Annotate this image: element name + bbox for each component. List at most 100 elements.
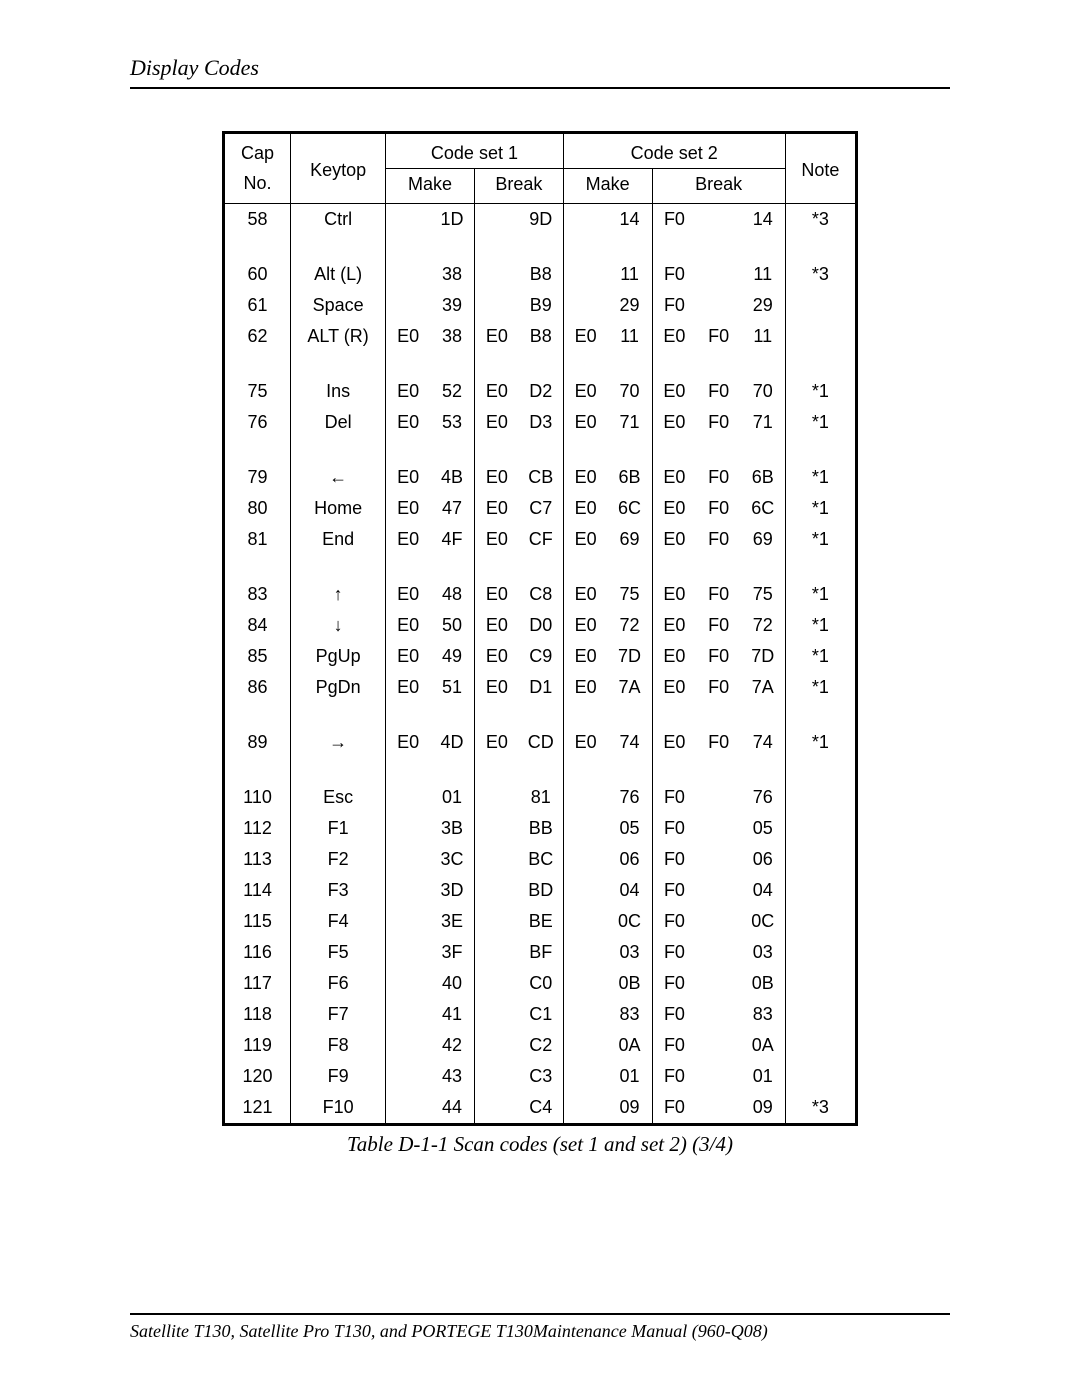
- cell: E0: [652, 407, 696, 438]
- cell: [430, 758, 474, 782]
- table-row: 75InsE052E0D2E070E0F070*1: [225, 376, 855, 407]
- cell: [696, 844, 740, 875]
- cell: [696, 875, 740, 906]
- cell: C4: [519, 1092, 563, 1123]
- cell: Del: [291, 407, 386, 438]
- cell: [696, 906, 740, 937]
- cell: [291, 703, 386, 727]
- cell: C7: [519, 493, 563, 524]
- cell: [386, 968, 430, 999]
- table-row: 86PgDnE051E0D1E07AE0F07A*1: [225, 672, 855, 703]
- cell: [563, 1061, 607, 1092]
- cell: [519, 555, 563, 579]
- cell: 3B: [430, 813, 474, 844]
- cell: E0: [474, 524, 518, 555]
- cell: 116: [225, 937, 291, 968]
- cell: 6C: [741, 493, 785, 524]
- table-row: 79←E04BE0CBE06BE0F06B*1: [225, 462, 855, 493]
- cell: D2: [519, 376, 563, 407]
- page-footer: Satellite T130, Satellite Pro T130, and …: [130, 1313, 950, 1342]
- cell: F0: [696, 321, 740, 352]
- table-row: 110Esc018176F076: [225, 782, 855, 813]
- cell: 0C: [608, 906, 652, 937]
- cell: 0A: [741, 1030, 785, 1061]
- table-row: 58Ctrl1D9D14F014*3: [225, 204, 855, 235]
- cell: End: [291, 524, 386, 555]
- cell: [291, 555, 386, 579]
- cell: D0: [519, 610, 563, 641]
- cell: *1: [785, 376, 855, 407]
- cell: [386, 875, 430, 906]
- cell: [696, 438, 740, 462]
- cell: Home: [291, 493, 386, 524]
- cell: 76: [608, 782, 652, 813]
- cell: 05: [608, 813, 652, 844]
- cell: ↓: [291, 610, 386, 641]
- cell: *1: [785, 407, 855, 438]
- cell: 113: [225, 844, 291, 875]
- cell: 06: [741, 844, 785, 875]
- cell: E0: [563, 407, 607, 438]
- cell: 14: [741, 204, 785, 235]
- cell: 4F: [430, 524, 474, 555]
- cell: [386, 813, 430, 844]
- cell: 04: [608, 875, 652, 906]
- cell: [741, 758, 785, 782]
- cell: 112: [225, 813, 291, 844]
- th-keytop: Keytop: [291, 134, 386, 204]
- cell: 81: [225, 524, 291, 555]
- cell: 6B: [741, 462, 785, 493]
- cell: F2: [291, 844, 386, 875]
- cell: E0: [386, 672, 430, 703]
- cell: E0: [563, 579, 607, 610]
- cell: [696, 352, 740, 376]
- cell: 11: [608, 259, 652, 290]
- cell: [652, 555, 696, 579]
- cell: 3E: [430, 906, 474, 937]
- spacer-row: [225, 352, 855, 376]
- cell: 01: [741, 1061, 785, 1092]
- cell: BE: [519, 906, 563, 937]
- cell: E0: [474, 579, 518, 610]
- cell: 58: [225, 204, 291, 235]
- cell: 72: [741, 610, 785, 641]
- cell: [696, 1092, 740, 1123]
- table-row: 115F43EBE0CF00C: [225, 906, 855, 937]
- cell: [652, 758, 696, 782]
- cell: F0: [696, 462, 740, 493]
- cell: F0: [696, 672, 740, 703]
- cell: Ins: [291, 376, 386, 407]
- cell: [519, 438, 563, 462]
- cell: [608, 758, 652, 782]
- cell: 86: [225, 672, 291, 703]
- cell: 83: [608, 999, 652, 1030]
- table-row: 83↑E048E0C8E075E0F075*1: [225, 579, 855, 610]
- cell: [785, 1061, 855, 1092]
- cell: CD: [519, 727, 563, 758]
- cell: Space: [291, 290, 386, 321]
- cell: [608, 555, 652, 579]
- cell: *1: [785, 641, 855, 672]
- cell: 52: [430, 376, 474, 407]
- table-row: 117F640C00BF00B: [225, 968, 855, 999]
- cell: [386, 844, 430, 875]
- cell: [785, 555, 855, 579]
- cell: [291, 235, 386, 259]
- cell: [696, 204, 740, 235]
- table-row: 76DelE053E0D3E071E0F071*1: [225, 407, 855, 438]
- th-s1-break: Break: [474, 169, 563, 204]
- cell: 85: [225, 641, 291, 672]
- cell: [474, 1092, 518, 1123]
- th-s1-make: Make: [386, 169, 475, 204]
- cell: [785, 235, 855, 259]
- cell: 03: [608, 937, 652, 968]
- cell: [430, 703, 474, 727]
- cell: [474, 352, 518, 376]
- cell: *1: [785, 493, 855, 524]
- cell: [608, 235, 652, 259]
- cell: [519, 352, 563, 376]
- scan-code-table: Cap Keytop Code set 1 Code set 2 Note No…: [225, 134, 855, 1123]
- cell: *1: [785, 462, 855, 493]
- cell: [785, 321, 855, 352]
- cell: [430, 235, 474, 259]
